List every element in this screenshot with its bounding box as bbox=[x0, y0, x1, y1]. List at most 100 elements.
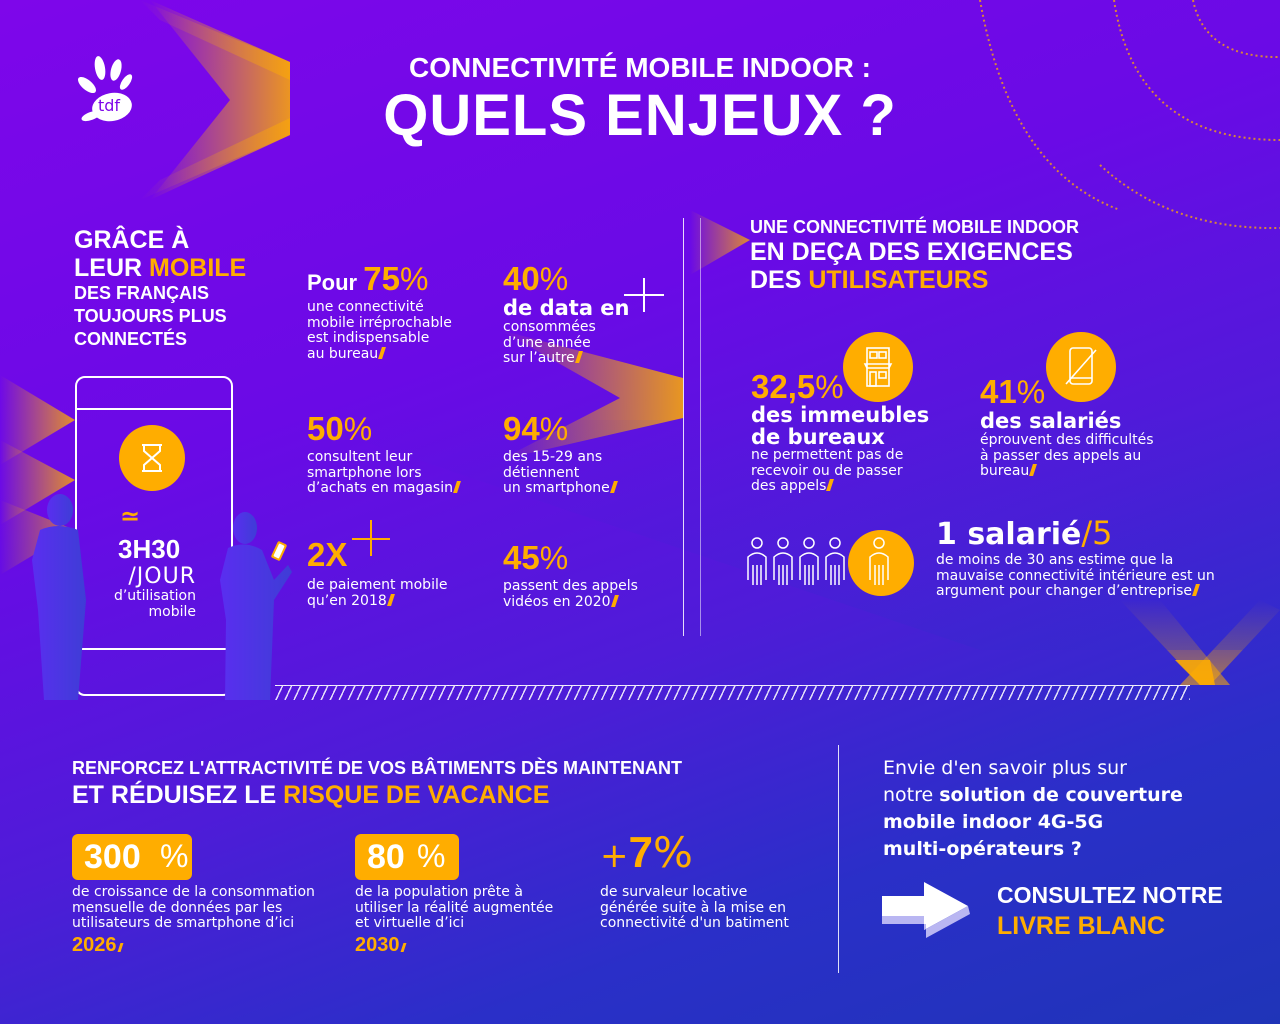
stat-value: 2X bbox=[307, 536, 348, 573]
stat-value: 300 bbox=[84, 838, 141, 876]
cta-line-1: Envie d'en savoir plus sur bbox=[883, 757, 1127, 779]
stat-unit: % bbox=[399, 261, 429, 297]
stat-plus-7-percent: +7% de survaleur locative générée suite … bbox=[600, 830, 830, 932]
stat-year: 2026 bbox=[72, 933, 117, 956]
stat-value: 94 bbox=[503, 410, 540, 447]
stat-text: de survaleur locative bbox=[600, 884, 748, 900]
stat-unit: /5 bbox=[1081, 514, 1113, 552]
stat-text: des 15-29 ans bbox=[503, 449, 603, 465]
stat-text: utiliser la réalité augmentée bbox=[355, 899, 554, 916]
stat-unit: % bbox=[815, 369, 844, 405]
divider-vertical bbox=[700, 218, 701, 636]
stat-300-text: de croissance de la consommation mensuel… bbox=[72, 884, 332, 958]
slash-separator bbox=[1192, 584, 1200, 596]
stat-text: à passer des appels au bbox=[980, 447, 1142, 464]
stat-text: de paiement mobile bbox=[307, 577, 448, 593]
cta-line-4: multi-opérateurs ? bbox=[883, 838, 1082, 860]
stat-text: d’une année bbox=[503, 334, 591, 351]
stat-headline: des immeubles bbox=[751, 403, 930, 427]
usage-unit: /JOUR bbox=[128, 564, 196, 589]
hourglass-badge bbox=[119, 425, 185, 491]
bottom-heading-line-2-prefix: ET RÉDUISEZ LE bbox=[72, 781, 284, 809]
stat-value: 45 bbox=[503, 539, 540, 576]
right-heading-line-1: UNE CONNECTIVITÉ MOBILE INDOOR bbox=[750, 217, 1080, 237]
stat-headline: de bureaux bbox=[751, 425, 885, 449]
stat-value: 50 bbox=[307, 410, 344, 447]
cta-line-2-bold: solution de couverture bbox=[939, 784, 1183, 806]
livre-blanc-cta-button[interactable]: CONSULTEZ NOTRE LIVRE BLANC bbox=[880, 880, 1240, 942]
stat-32-5-percent: 32,5% des immeubles de bureaux ne permet… bbox=[751, 370, 951, 495]
cta-button-line-1: CONSULTEZ NOTRE bbox=[997, 882, 1223, 908]
phone-top-bar bbox=[77, 408, 231, 410]
highlighted-person-badge bbox=[848, 530, 914, 596]
plus-icon bbox=[624, 278, 664, 318]
slash-separator bbox=[117, 942, 123, 952]
logo-text: tdf bbox=[98, 96, 121, 115]
stat-text: mensuelle de données par les bbox=[72, 899, 283, 916]
hourglass-icon bbox=[142, 444, 162, 472]
stat-prefix: + bbox=[600, 836, 629, 876]
tdf-hand-logo-icon bbox=[77, 56, 133, 122]
cta-line-2-prefix: notre bbox=[883, 784, 940, 806]
right-section-heading: UNE CONNECTIVITÉ MOBILE INDOOR EN DEÇA D… bbox=[750, 216, 1079, 294]
right-heading-line-2: EN DEÇA DES EXIGENCES bbox=[750, 238, 1073, 266]
stat-text: smartphone lors bbox=[307, 464, 422, 481]
cta-button-line-2: LIVRE BLANC bbox=[997, 912, 1166, 940]
bottom-heading-line-1: RENFORCEZ L'ATTRACTIVITÉ DE VOS BÂTIMENT… bbox=[72, 758, 682, 778]
stat-unit: % bbox=[1016, 374, 1046, 410]
stat-50-percent: 50% consultent leur smartphone lors d’ac… bbox=[307, 412, 477, 497]
stat-value: 1 salarié bbox=[936, 517, 1082, 552]
intro-line-4: TOUJOURS PLUS bbox=[74, 306, 227, 326]
stat-value: 41 bbox=[980, 373, 1017, 410]
stat-text: bureau bbox=[980, 463, 1030, 479]
stat-94-percent: 94% des 15-29 ans détiennent un smartpho… bbox=[503, 412, 673, 497]
stat-year: 2030 bbox=[355, 933, 400, 956]
stat-text: argument pour changer d’entreprise bbox=[936, 583, 1192, 599]
people-silhouettes bbox=[32, 494, 292, 700]
page-subtitle: CONNECTIVITÉ MOBILE INDOOR : bbox=[409, 52, 871, 83]
intro-line-2-prefix: LEUR bbox=[74, 254, 149, 282]
stat-80-badge: 80 % bbox=[355, 834, 459, 880]
stat-text: générée suite à la mise en bbox=[600, 899, 787, 916]
bottom-section-heading: RENFORCEZ L'ATTRACTIVITÉ DE VOS BÂTIMENT… bbox=[72, 757, 682, 811]
right-heading-line-3-prefix: DES bbox=[750, 266, 809, 294]
divider-vertical bbox=[838, 745, 839, 973]
stat-unit: % bbox=[539, 540, 569, 576]
stat-unit: % bbox=[652, 828, 693, 877]
stat-75-percent: Pour 75% une connectivité mobile irrépro… bbox=[307, 262, 477, 362]
stat-text: au bureau bbox=[307, 345, 379, 362]
stat-unit: % bbox=[539, 261, 569, 297]
stat-text: et virtuelle d’ici bbox=[355, 915, 465, 931]
stat-text: détiennent bbox=[503, 464, 580, 481]
approx-symbol: ≃ bbox=[120, 502, 141, 530]
intro-line-1: GRÂCE À bbox=[74, 226, 190, 254]
slash-separator bbox=[609, 481, 618, 493]
stat-text: vidéos en 2020 bbox=[503, 593, 611, 610]
cta-description: Envie d'en savoir plus sur notre solutio… bbox=[883, 755, 1243, 863]
stat-text: de moins de 30 ans estime que la bbox=[936, 552, 1174, 568]
stat-text: un smartphone bbox=[503, 480, 610, 496]
stat-value: 40 bbox=[503, 260, 540, 297]
stat-1-salarie-sur-5: 1 salarié/5 de moins de 30 ans estime qu… bbox=[936, 515, 1236, 600]
slash-separator bbox=[574, 351, 583, 363]
phone-bottom-bar bbox=[77, 648, 231, 650]
hatched-floor-divider bbox=[275, 685, 1190, 700]
stat-text: mauvaise connectivité intérieure est un bbox=[936, 567, 1215, 584]
stat-text: des appels bbox=[751, 478, 827, 494]
tdf-logo[interactable]: tdf bbox=[74, 52, 156, 134]
slash-separator bbox=[400, 942, 406, 952]
plus-icon-orange bbox=[352, 520, 390, 558]
intro-line-5: CONNECTÉS bbox=[74, 329, 188, 349]
stat-2x: 2X de paiement mobile qu’en 2018 bbox=[307, 538, 477, 609]
stat-text: une connectivité bbox=[307, 299, 424, 315]
stat-text: utilisateurs de smartphone d’ici bbox=[72, 915, 295, 931]
no-phone-badge bbox=[1046, 332, 1116, 402]
slash-separator bbox=[386, 593, 395, 606]
intro-highlight-mobile: MOBILE bbox=[149, 254, 247, 282]
stat-text: qu’en 2018 bbox=[307, 592, 387, 609]
stat-text: consultent leur bbox=[307, 449, 413, 465]
people-icon bbox=[747, 537, 889, 586]
stat-text: recevoir ou de passer bbox=[751, 462, 903, 479]
stat-text: ne permettent pas de bbox=[751, 447, 904, 463]
